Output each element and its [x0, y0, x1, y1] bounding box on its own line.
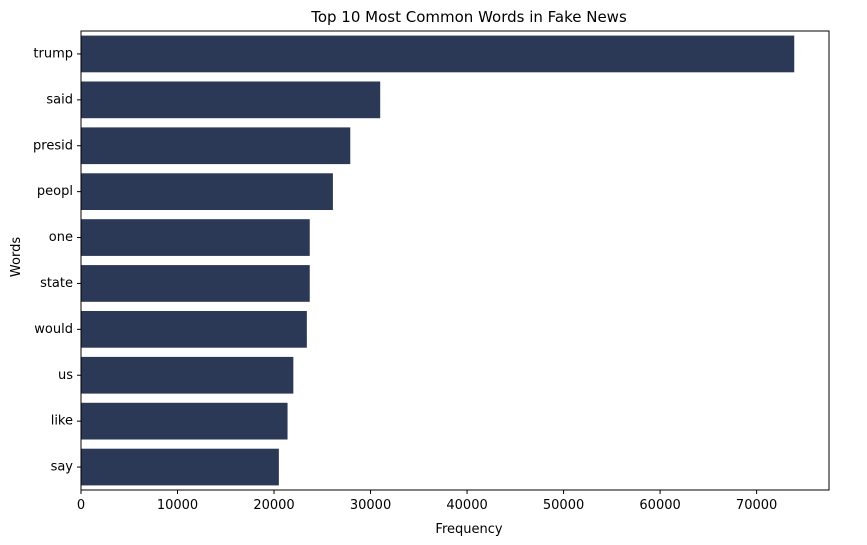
x-tick-label: 50000	[543, 498, 584, 513]
bar-say	[81, 448, 279, 486]
chart-title: Top 10 Most Common Words in Fake News	[310, 8, 627, 26]
x-tick-label: 40000	[446, 498, 487, 513]
bar-presid	[81, 127, 351, 165]
y-tick-label: one	[49, 230, 73, 245]
y-axis-ticks: trump said presid peopl one state would us like s…	[33, 46, 81, 475]
x-axis-ticks: 0 10000 20000 30000 40000 50000 60000 70000	[77, 490, 777, 513]
y-tick-label: say	[51, 460, 74, 475]
y-tick-label: peopl	[37, 184, 73, 199]
bars-group	[81, 35, 795, 486]
x-tick-label: 70000	[736, 498, 777, 513]
x-tick-label: 20000	[253, 498, 294, 513]
y-tick-label: us	[58, 368, 73, 383]
x-tick-label: 30000	[350, 498, 391, 513]
y-tick-label: like	[51, 414, 73, 429]
bar-us	[81, 356, 294, 394]
x-tick-label: 60000	[639, 498, 680, 513]
bar-like	[81, 402, 288, 440]
x-axis-label: Frequency	[435, 522, 502, 537]
x-tick-label: 10000	[157, 498, 198, 513]
bar-trump	[81, 35, 795, 73]
bar-state	[81, 265, 310, 302]
bar-peopl	[81, 173, 333, 211]
y-tick-label: state	[40, 276, 73, 291]
bar-said	[81, 81, 381, 119]
y-tick-label: trump	[33, 46, 73, 61]
y-tick-label: would	[34, 322, 73, 337]
y-axis-label: Words	[9, 237, 24, 277]
plot-frame	[80, 30, 830, 491]
bar-would	[81, 310, 307, 348]
x-tick-label: 0	[77, 498, 85, 513]
y-tick-label: said	[46, 92, 73, 107]
y-tick-label: presid	[33, 138, 73, 153]
bar-one	[81, 219, 310, 256]
